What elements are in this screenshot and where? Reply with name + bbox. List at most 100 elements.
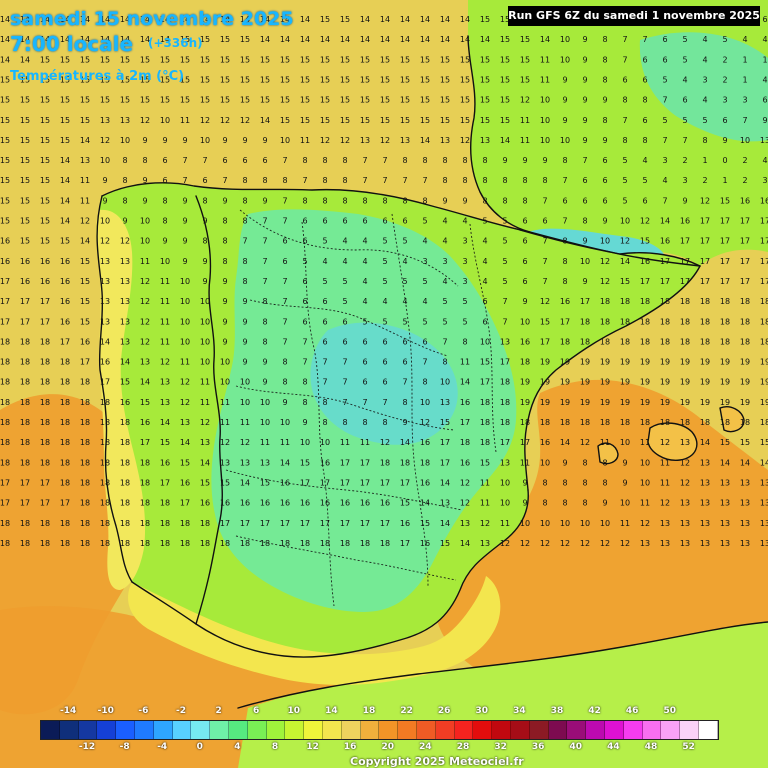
- temperature-label: 18: [420, 458, 430, 467]
- temperature-label: 15: [40, 156, 50, 165]
- legend-color-cell: [191, 721, 211, 739]
- temperature-label: 6: [362, 337, 367, 346]
- temperature-label: 2: [702, 176, 707, 185]
- temperature-label: 8: [362, 418, 367, 427]
- legend-top-label: 30: [475, 706, 489, 716]
- temperature-label: 11: [480, 499, 490, 508]
- temperature-label: 15: [420, 116, 430, 125]
- temperature-label: 15: [260, 55, 270, 64]
- temperature-label: 19: [720, 358, 730, 367]
- temperature-label: 18: [720, 297, 730, 306]
- forecast-time: 7:00 locale: [10, 32, 134, 56]
- temperature-label: 12: [600, 257, 610, 266]
- temperature-label: 15: [320, 75, 330, 84]
- temperature-label: 19: [680, 358, 690, 367]
- legend-bottom-label: 20: [381, 742, 395, 752]
- temperature-label: 8: [122, 176, 127, 185]
- temperature-label: 4: [762, 75, 767, 84]
- temperature-label: 18: [100, 398, 110, 407]
- temperature-label: 8: [342, 418, 347, 427]
- temperature-label: 8: [622, 136, 627, 145]
- temperature-label: 9: [182, 217, 187, 226]
- temperature-label: 13: [100, 257, 110, 266]
- temperature-label: 17: [380, 519, 390, 528]
- temperature-label: 15: [80, 257, 90, 266]
- temperature-label: 18: [120, 418, 130, 427]
- temperature-label: 18: [20, 418, 30, 427]
- temperature-label: 3: [702, 75, 707, 84]
- temperature-label: 17: [660, 257, 670, 266]
- legend-color-cell: [41, 721, 60, 739]
- temperature-label: 15: [40, 96, 50, 105]
- temperature-label: 17: [700, 217, 710, 226]
- temperature-label: 18: [0, 418, 10, 427]
- temperature-label: 7: [562, 176, 567, 185]
- temperature-label: 18: [40, 418, 50, 427]
- temperature-label: 15: [440, 539, 450, 548]
- temperature-label: 15: [360, 116, 370, 125]
- temperature-label: 19: [720, 398, 730, 407]
- temperature-label: 15: [460, 75, 470, 84]
- legend-bottom-label: 4: [234, 742, 241, 752]
- temperature-label: 17: [0, 478, 10, 487]
- temperature-label: 19: [620, 378, 630, 387]
- temperature-label: 7: [262, 217, 267, 226]
- temperature-label: 7: [542, 277, 547, 286]
- temperature-label: 13: [440, 398, 450, 407]
- temperature-label: 9: [242, 358, 247, 367]
- temperature-label: 6: [242, 156, 247, 165]
- temperature-label: 4: [422, 237, 427, 246]
- legend-color-cell: [586, 721, 605, 739]
- temperature-label: 10: [640, 478, 650, 487]
- temperature-label: 5: [502, 217, 507, 226]
- legend-top-label: 26: [437, 706, 451, 716]
- temperature-label: 5: [662, 75, 667, 84]
- temperature-label: 14: [380, 35, 390, 44]
- temperature-label: 15: [320, 55, 330, 64]
- temperature-label: 11: [160, 317, 170, 326]
- temperature-label: 11: [280, 438, 290, 447]
- temperature-label: 15: [300, 116, 310, 125]
- temperature-label: 14: [340, 35, 350, 44]
- temperature-label: 15: [20, 96, 30, 105]
- temperature-label: 7: [642, 35, 647, 44]
- temperature-label: 15: [500, 96, 510, 105]
- temperature-label: 16: [40, 257, 50, 266]
- temperature-label: 8: [402, 196, 407, 205]
- legend-bottom-label: 44: [607, 742, 620, 752]
- temperature-label: 5: [322, 237, 327, 246]
- temperature-label: 18: [680, 337, 690, 346]
- temperature-label: 10: [200, 337, 210, 346]
- temperature-label: 15: [160, 438, 170, 447]
- temperature-label: 18: [400, 458, 410, 467]
- legend-color-cell: [97, 721, 117, 739]
- temperature-label: 15: [640, 237, 650, 246]
- temperature-label: 10: [600, 237, 610, 246]
- temperature-label: 11: [160, 297, 170, 306]
- temperature-label: 9: [602, 96, 607, 105]
- temperature-label: 9: [222, 317, 227, 326]
- temperature-label: 15: [20, 136, 30, 145]
- temperature-label: 18: [760, 418, 768, 427]
- temperature-label: 17: [740, 257, 750, 266]
- temperature-label: 18: [100, 539, 110, 548]
- temperature-label: 15: [220, 35, 230, 44]
- temperature-label: 18: [580, 317, 590, 326]
- temperature-label: 14: [460, 35, 470, 44]
- temperature-label: 6: [282, 237, 287, 246]
- region-borders: [225, 209, 497, 607]
- temperature-label: 13: [740, 539, 750, 548]
- temperature-label: 15: [40, 136, 50, 145]
- temperature-label: 15: [280, 96, 290, 105]
- temperature-label: 18: [120, 499, 130, 508]
- temperature-label: 8: [462, 337, 467, 346]
- temperature-label: 4: [382, 297, 387, 306]
- temperature-label: 13: [760, 539, 768, 548]
- temperature-label: 8: [502, 196, 507, 205]
- temperature-label: 5: [662, 116, 667, 125]
- temperature-label: 10: [580, 257, 590, 266]
- temperature-label: 19: [580, 358, 590, 367]
- temperature-label: 12: [140, 116, 150, 125]
- legend-top-label: 38: [550, 706, 564, 716]
- temperature-label: 10: [560, 136, 570, 145]
